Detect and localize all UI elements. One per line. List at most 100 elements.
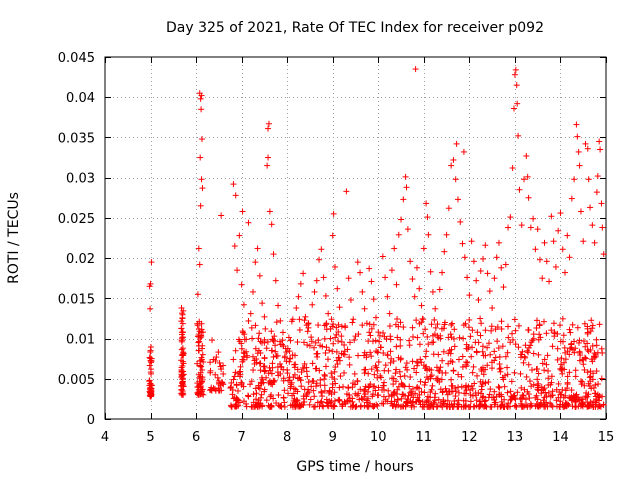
data-point xyxy=(216,359,223,366)
data-point xyxy=(491,275,498,282)
data-point xyxy=(147,357,154,364)
data-point xyxy=(212,371,219,378)
data-point xyxy=(466,292,473,299)
data-point xyxy=(593,189,600,196)
data-point xyxy=(267,393,274,400)
data-point xyxy=(480,352,487,359)
data-point xyxy=(199,374,206,381)
data-point xyxy=(322,363,329,370)
data-point xyxy=(437,386,444,393)
data-point xyxy=(276,403,283,410)
data-point xyxy=(218,387,225,394)
data-point xyxy=(349,319,356,326)
data-point xyxy=(571,338,578,345)
data-point xyxy=(473,277,480,284)
data-point xyxy=(514,100,521,107)
data-point xyxy=(548,327,555,334)
data-point xyxy=(508,378,515,385)
data-point xyxy=(302,313,309,320)
data-point xyxy=(440,398,447,405)
data-point xyxy=(417,378,424,385)
data-point xyxy=(179,311,186,318)
data-point xyxy=(303,322,310,329)
data-point xyxy=(581,320,588,327)
data-point xyxy=(329,384,336,391)
data-point xyxy=(549,388,556,395)
data-point xyxy=(577,378,584,385)
data-point xyxy=(313,380,320,387)
data-point xyxy=(381,367,388,374)
data-point xyxy=(420,316,427,323)
y-tick-label: 0 xyxy=(87,413,95,428)
data-point xyxy=(562,356,569,363)
data-point xyxy=(420,330,427,337)
data-point xyxy=(488,327,495,334)
data-point xyxy=(308,338,315,345)
data-point xyxy=(385,387,392,394)
data-point xyxy=(455,389,462,396)
data-point xyxy=(261,313,268,320)
data-point xyxy=(556,389,563,396)
data-point xyxy=(335,321,342,328)
data-point xyxy=(489,304,496,311)
data-point xyxy=(264,338,271,345)
data-point xyxy=(404,396,411,403)
data-point xyxy=(523,373,530,380)
data-point xyxy=(218,366,225,373)
data-point xyxy=(301,339,308,346)
data-point xyxy=(502,353,509,360)
data-point xyxy=(206,387,213,394)
data-point xyxy=(292,361,299,368)
data-point xyxy=(534,365,541,372)
data-point xyxy=(482,397,489,404)
data-point xyxy=(328,402,335,409)
data-point xyxy=(573,391,580,398)
data-point xyxy=(399,403,406,410)
data-point xyxy=(236,232,243,239)
data-point xyxy=(534,382,541,389)
data-point xyxy=(245,317,252,324)
data-point xyxy=(219,380,226,387)
data-point xyxy=(290,397,297,404)
data-point xyxy=(287,381,294,388)
data-point xyxy=(505,334,512,341)
data-point xyxy=(322,372,329,379)
data-point xyxy=(245,219,252,226)
data-point xyxy=(331,375,338,382)
data-point xyxy=(198,329,205,336)
data-point xyxy=(338,333,345,340)
data-point xyxy=(288,318,295,325)
data-point xyxy=(381,333,388,340)
data-point xyxy=(485,340,492,347)
data-point xyxy=(468,382,475,389)
data-point xyxy=(300,270,307,277)
data-point xyxy=(594,173,601,180)
data-point xyxy=(496,361,503,368)
data-point xyxy=(199,366,206,373)
data-point xyxy=(527,378,534,385)
data-point xyxy=(345,275,352,282)
data-point xyxy=(318,389,325,396)
data-point xyxy=(557,398,564,405)
data-point xyxy=(331,389,338,396)
data-point xyxy=(335,397,342,404)
data-point xyxy=(423,200,430,207)
data-point xyxy=(283,358,290,365)
data-point xyxy=(324,400,331,407)
data-point xyxy=(394,396,401,403)
data-point xyxy=(582,355,589,362)
y-tick-label: 0.04 xyxy=(66,91,95,106)
data-point xyxy=(199,185,206,192)
data-point xyxy=(554,356,561,363)
data-point xyxy=(455,371,462,378)
data-point xyxy=(524,347,531,354)
data-point xyxy=(251,357,258,364)
data-point xyxy=(329,348,336,355)
data-point xyxy=(584,346,591,353)
data-point xyxy=(230,376,237,383)
data-point xyxy=(319,393,326,400)
data-point xyxy=(370,296,377,303)
data-point xyxy=(197,154,204,161)
data-point xyxy=(351,370,358,377)
data-point xyxy=(362,391,369,398)
